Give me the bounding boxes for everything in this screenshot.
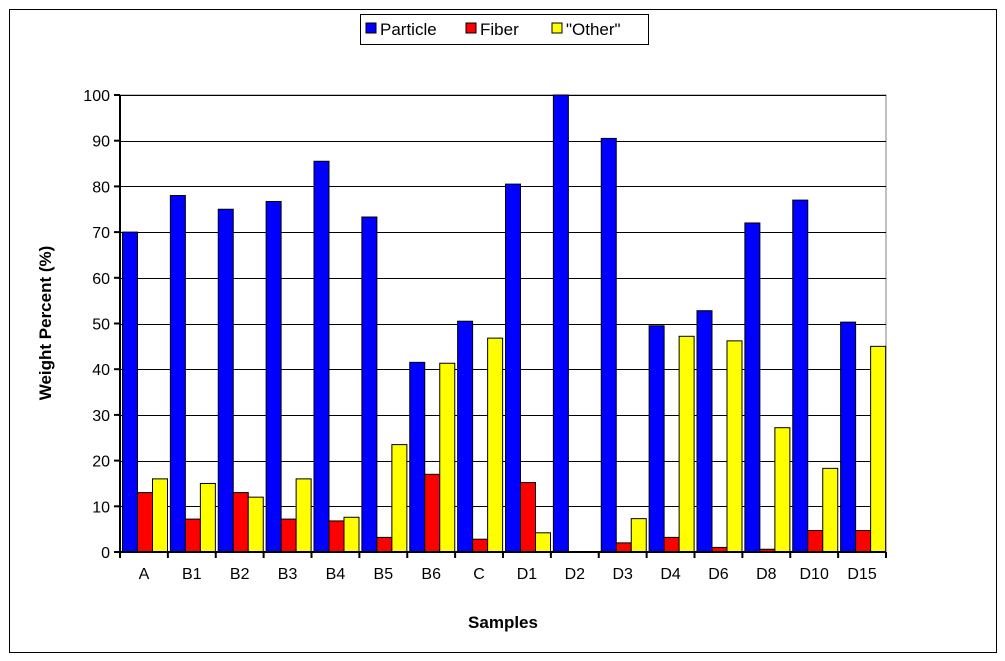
y-tick-label: 20: [92, 454, 110, 471]
bar-other-d8: [774, 427, 791, 553]
bar-fiber-c: [472, 538, 489, 553]
bar-particle-b5: [361, 216, 378, 553]
bar-fiber-d10: [807, 530, 824, 553]
y-tick-label: 60: [92, 271, 110, 288]
x-tick-label: D1: [517, 566, 538, 583]
x-tick-label: B6: [421, 566, 441, 583]
x-tick-label: D15: [847, 566, 876, 583]
bar-particle-c: [457, 320, 474, 553]
legend-label: Particle: [380, 20, 437, 39]
x-tick-label: B5: [374, 566, 394, 583]
legend: [360, 14, 649, 45]
y-tick-label: 10: [92, 499, 110, 516]
legend-label: "Other": [566, 20, 621, 39]
bar-other-b1: [199, 482, 216, 553]
x-tick-label: D4: [660, 566, 681, 583]
bar-fiber-b5: [376, 536, 393, 553]
y-tick-label: 40: [92, 362, 110, 379]
bar-particle-d3: [600, 137, 617, 553]
y-tick-label: 100: [83, 88, 110, 105]
bar-other-b3: [295, 478, 312, 553]
y-axis-title: Weight Percent (%): [36, 246, 55, 401]
x-tick-label: A: [139, 566, 150, 583]
bar-other-d1: [535, 532, 551, 553]
x-tick-label: B3: [278, 566, 298, 583]
y-tick-labels: 0 10 20 30 40 50 60 70 80 90 100: [83, 88, 110, 562]
bar-particle-d6: [696, 310, 713, 553]
legend-label: Fiber: [480, 20, 519, 39]
bar-other-d6: [726, 340, 743, 553]
x-tick-label: D8: [756, 566, 777, 583]
bar-particle-d1: [505, 183, 521, 553]
bar-particle-d10: [792, 199, 809, 553]
bar-fiber-b4: [328, 520, 345, 553]
bar-particle-b3: [265, 200, 282, 553]
legend-items: Particle Fiber "Other": [365, 20, 621, 39]
bar-fiber-d3: [615, 542, 632, 553]
x-tick-label: C: [473, 566, 485, 583]
x-tick-label: D3: [612, 566, 633, 583]
bar-other-c: [487, 337, 504, 553]
legend-swatch: [365, 22, 377, 34]
x-tick-label: D6: [708, 566, 729, 583]
bar-other-d4: [678, 335, 695, 553]
x-axis-title: Samples: [468, 613, 538, 632]
bar-particle-a: [122, 231, 138, 553]
bar-fiber-b2: [232, 492, 249, 553]
bar-particle-b2: [217, 208, 234, 553]
x-tick-labels: A B1 B2 B3 B4 B5 B6 C D1 D2 D3 D4 D6 D8 D10 D15: [139, 566, 877, 583]
y-tick-label: 80: [92, 179, 110, 196]
axes: [114, 94, 887, 558]
bar-particle-d8: [744, 222, 761, 553]
bar-fiber-d1: [520, 482, 536, 553]
bar-other-a: [152, 478, 168, 553]
y-tick-label: 70: [92, 225, 110, 242]
bar-fiber-d15: [855, 530, 872, 553]
x-tick-label: B2: [230, 566, 250, 583]
x-tick-label: B4: [326, 566, 346, 583]
bar-other-d15: [870, 345, 887, 553]
x-tick-label: B1: [182, 566, 202, 583]
bar-particle-b6: [409, 361, 426, 553]
x-tick-label: D10: [800, 566, 829, 583]
bar-fiber-b6: [424, 473, 441, 553]
y-tick-label: 0: [101, 545, 110, 562]
y-tick-label: 30: [92, 408, 110, 425]
bar-other-d3: [630, 518, 647, 553]
bar-particle-d4: [648, 325, 665, 553]
bar-particle-b4: [313, 160, 330, 553]
legend-swatch: [551, 22, 563, 34]
bar-fiber-b1: [184, 518, 201, 553]
bar-particle-b1: [169, 195, 186, 553]
bar-particle-d15: [840, 321, 857, 553]
y-tick-label: 50: [92, 317, 110, 334]
y-tick-label: 90: [92, 134, 110, 151]
bar-fiber-d4: [663, 536, 680, 553]
bar-fiber-b3: [280, 518, 297, 553]
bar-other-b5: [391, 444, 408, 553]
bar-particle-d2: [552, 94, 569, 553]
bar-fiber-a: [137, 492, 153, 553]
bar-other-b2: [247, 496, 264, 553]
x-tick-label: D2: [565, 566, 586, 583]
bar-other-b6: [439, 362, 456, 553]
bar-other-b4: [343, 516, 360, 553]
bar-other-d10: [822, 467, 839, 553]
legend-swatch: [465, 22, 477, 34]
